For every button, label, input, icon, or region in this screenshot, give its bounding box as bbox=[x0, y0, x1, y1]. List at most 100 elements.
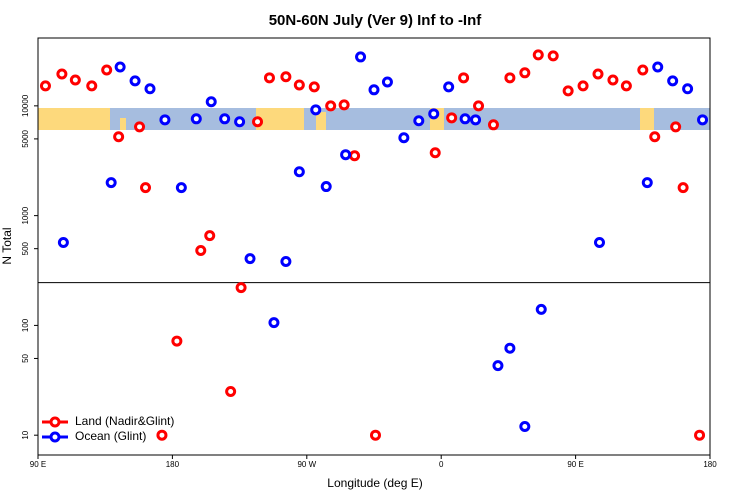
point bbox=[535, 303, 547, 315]
point bbox=[487, 119, 499, 131]
y-tick-label: 10 bbox=[21, 430, 30, 439]
point bbox=[637, 64, 649, 76]
x-tick-label: 0 bbox=[439, 460, 444, 469]
point bbox=[652, 61, 664, 73]
map-band bbox=[38, 108, 710, 130]
point bbox=[338, 99, 350, 111]
point bbox=[114, 61, 126, 73]
chart-title: 50N-60N July (Ver 9) Inf to -Inf bbox=[269, 12, 483, 29]
point bbox=[592, 68, 604, 80]
y-tick-label: 100 bbox=[21, 318, 30, 332]
point bbox=[504, 72, 516, 84]
point bbox=[195, 245, 207, 257]
point bbox=[105, 177, 117, 189]
point bbox=[268, 317, 280, 329]
point bbox=[235, 282, 247, 294]
point bbox=[293, 166, 305, 178]
y-tick-label: 50 bbox=[21, 353, 30, 362]
x-tick-label: 90 E bbox=[567, 460, 583, 469]
point bbox=[607, 74, 619, 86]
point bbox=[263, 72, 275, 84]
point bbox=[325, 100, 337, 112]
point bbox=[205, 96, 217, 108]
y-tick-label: 5000 bbox=[21, 129, 30, 147]
point bbox=[190, 113, 202, 125]
legend-label: Land (Nadir&Glint) bbox=[75, 414, 174, 428]
point bbox=[204, 230, 216, 242]
point bbox=[156, 429, 168, 441]
x-tick-label: 90 E bbox=[30, 460, 46, 469]
point bbox=[492, 360, 504, 372]
point bbox=[697, 114, 709, 126]
legend-marker bbox=[49, 416, 61, 428]
x-tick-label: 180 bbox=[166, 460, 180, 469]
point bbox=[252, 116, 264, 128]
point bbox=[429, 147, 441, 159]
point bbox=[562, 85, 574, 97]
point bbox=[667, 75, 679, 87]
point bbox=[593, 237, 605, 249]
x-tick-label: 90 W bbox=[297, 460, 316, 469]
point bbox=[280, 71, 292, 83]
point bbox=[86, 80, 98, 92]
point bbox=[56, 68, 68, 80]
point bbox=[349, 150, 361, 162]
point bbox=[320, 181, 332, 193]
point bbox=[443, 81, 455, 93]
point bbox=[140, 182, 152, 194]
y-tick-label: 1000 bbox=[21, 206, 30, 224]
point bbox=[428, 108, 440, 120]
point bbox=[69, 74, 81, 86]
point bbox=[670, 121, 682, 133]
point bbox=[620, 80, 632, 92]
point bbox=[547, 50, 559, 62]
y-tick-label: 10000 bbox=[21, 94, 30, 117]
point bbox=[113, 131, 125, 143]
point bbox=[234, 116, 246, 128]
point bbox=[144, 83, 156, 95]
point bbox=[134, 121, 146, 133]
y-tick-label: 500 bbox=[21, 241, 30, 255]
point bbox=[459, 113, 471, 125]
point bbox=[340, 149, 352, 161]
y-axis-label: N Total bbox=[0, 227, 14, 264]
point bbox=[413, 115, 425, 127]
point bbox=[381, 76, 393, 88]
legend-label: Ocean (Glint) bbox=[75, 429, 146, 443]
point bbox=[398, 132, 410, 144]
point bbox=[473, 100, 485, 112]
point bbox=[355, 51, 367, 63]
point bbox=[446, 112, 458, 124]
x-tick-label: 180 bbox=[703, 460, 717, 469]
point bbox=[101, 64, 113, 76]
point bbox=[175, 182, 187, 194]
point bbox=[308, 81, 320, 93]
point bbox=[458, 72, 470, 84]
point bbox=[694, 429, 706, 441]
point bbox=[577, 80, 589, 92]
x-axis-label: Longitude (deg E) bbox=[327, 476, 422, 490]
point bbox=[369, 429, 381, 441]
legend-marker bbox=[49, 431, 61, 443]
point bbox=[129, 75, 141, 87]
point bbox=[641, 177, 653, 189]
point bbox=[171, 335, 183, 347]
point bbox=[244, 253, 256, 265]
point bbox=[39, 80, 51, 92]
point bbox=[225, 386, 237, 398]
point bbox=[310, 104, 322, 116]
point bbox=[159, 114, 171, 126]
point bbox=[682, 83, 694, 95]
point bbox=[280, 256, 292, 268]
point bbox=[677, 182, 689, 194]
plot-frame bbox=[37, 37, 711, 456]
point bbox=[519, 67, 531, 79]
point bbox=[57, 237, 69, 249]
point bbox=[649, 131, 661, 143]
point bbox=[519, 420, 531, 432]
point bbox=[532, 49, 544, 61]
point bbox=[368, 84, 380, 96]
point bbox=[504, 342, 516, 354]
point bbox=[219, 113, 231, 125]
